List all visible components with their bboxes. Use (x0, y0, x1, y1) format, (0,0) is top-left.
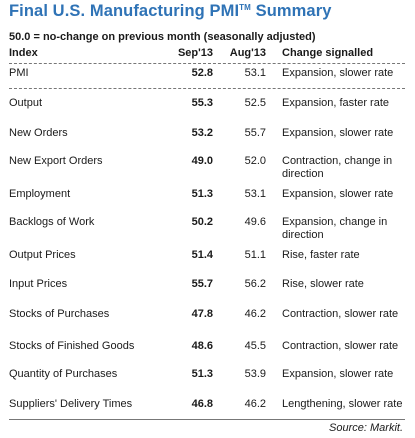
row-index: New Export Orders (9, 155, 103, 167)
page-title: Final U.S. Manufacturing PMITM Summary (9, 2, 332, 21)
row-aug-value: 51.1 (244, 249, 266, 261)
row-sep-value: 47.8 (191, 308, 213, 320)
row-index: Input Prices (9, 278, 68, 290)
row-change: Expansion, faster rate (282, 97, 390, 109)
row-sep-value: 51.3 (191, 188, 213, 200)
row-sep-value: 46.8 (191, 398, 213, 410)
row-change: Expansion, slower rate (282, 67, 394, 79)
header-sep: Sep'13 (177, 47, 213, 59)
row-index: Stocks of Finished Goods (9, 340, 135, 352)
row-index: Stocks of Purchases (9, 308, 110, 320)
row-aug-value: 49.6 (244, 216, 266, 228)
title-suffix: Summary (255, 2, 332, 20)
row-index: Backlogs of Work (9, 216, 95, 228)
row-sep-value: 51.4 (191, 249, 213, 261)
row-index: Output Prices (9, 249, 76, 261)
trademark-mark: TM (239, 3, 251, 12)
row-aug-value: 46.2 (244, 398, 266, 410)
row-sep-value: 55.7 (191, 278, 213, 290)
header-index: Index (9, 47, 38, 59)
row-change: Rise, slower rate (282, 278, 364, 290)
row-change: Rise, faster rate (282, 249, 360, 261)
table-header: Index Sep'13 Aug'13 Change signalled (0, 47, 415, 63)
row-aug-value: 45.5 (244, 340, 266, 352)
row-index: Quantity of Purchases (9, 368, 118, 380)
row-change: Expansion, slower rate (282, 188, 394, 200)
row-change: Expansion, slower rate (282, 368, 394, 380)
row-index: PMI (9, 67, 29, 79)
row-change: Expansion, change in direction (282, 216, 388, 241)
row-aug-value: 46.2 (244, 308, 266, 320)
header-divider (9, 63, 405, 64)
row-sep-value: 51.3 (191, 368, 213, 380)
table-bottom-rule (9, 419, 405, 420)
row-aug-value: 53.9 (244, 368, 266, 380)
title-text: Final U.S. Manufacturing PMI (9, 2, 240, 20)
header-change: Change signalled (282, 47, 374, 59)
row-index: New Orders (9, 127, 68, 139)
row-sep-value: 55.3 (191, 97, 213, 109)
row-index: Suppliers' Delivery Times (9, 398, 133, 410)
row-change: Contraction, slower rate (282, 340, 399, 352)
row-change: Contraction, change in direction (282, 155, 393, 180)
row-aug-value: 52.5 (244, 97, 266, 109)
row-aug-value: 53.1 (244, 67, 266, 79)
row-sep-value: 52.8 (191, 67, 213, 79)
row-change: Lengthening, slower rate (282, 398, 403, 410)
pmi-divider (9, 88, 405, 89)
row-aug-value: 53.1 (244, 188, 266, 200)
row-index: Employment (9, 188, 71, 200)
row-change: Contraction, slower rate (282, 308, 399, 320)
row-aug-value: 56.2 (244, 278, 266, 290)
row-index: Output (9, 97, 43, 109)
row-sep-value: 48.6 (191, 340, 213, 352)
row-sep-value: 50.2 (191, 216, 213, 228)
row-change: Expansion, slower rate (282, 127, 394, 139)
row-sep-value: 49.0 (191, 155, 213, 167)
source-note: Source: Markit. (329, 422, 403, 434)
table-subtitle: 50.0 = no-change on previous month (seas… (9, 31, 316, 43)
row-aug-value: 52.0 (244, 155, 266, 167)
row-sep-value: 53.2 (191, 127, 213, 139)
row-aug-value: 55.7 (244, 127, 266, 139)
header-aug: Aug'13 (229, 47, 266, 59)
